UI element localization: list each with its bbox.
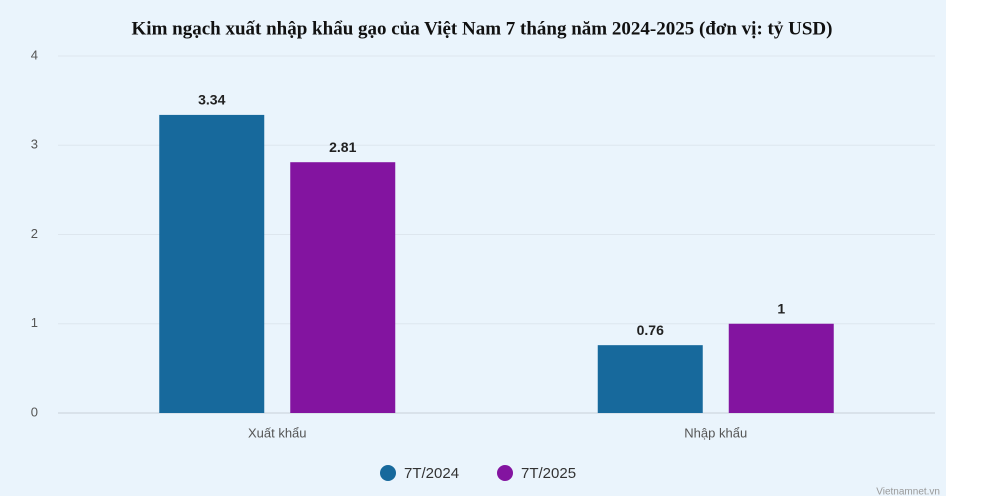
legend-marker (380, 465, 396, 481)
value-label: 0.76 (637, 322, 664, 338)
legend-label: 7T/2024 (404, 465, 459, 482)
bar (597, 345, 703, 413)
chart-title: Kim ngạch xuất nhập khẩu gạo của Việt Na… (132, 18, 833, 39)
bar (728, 323, 834, 413)
source: Vietnamnet.vn (876, 487, 940, 496)
bar (290, 162, 396, 413)
x-tick-label: Xuất khẩu (248, 425, 307, 440)
legend-marker (497, 465, 513, 481)
y-tick-label: 1 (31, 315, 38, 330)
value-label: 1 (777, 300, 785, 316)
y-tick-label: 3 (31, 137, 38, 152)
bar (159, 114, 265, 413)
value-label: 2.81 (329, 139, 356, 155)
x-tick-label: Nhập khẩu (684, 425, 747, 440)
y-tick-label: 0 (31, 404, 38, 419)
y-tick-label: 2 (31, 226, 38, 241)
legend-label: 7T/2025 (521, 465, 576, 482)
y-tick-label: 4 (31, 47, 38, 62)
value-label: 3.34 (198, 92, 225, 108)
background (0, 0, 946, 496)
